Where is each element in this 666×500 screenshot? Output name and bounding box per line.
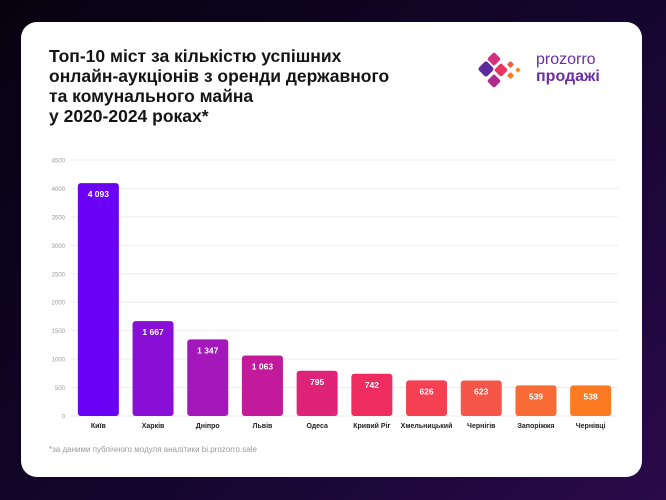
footnote: *за даними публічного модуля аналітики b… (49, 445, 257, 454)
title-line: у 2020-2024 роках* (49, 106, 209, 126)
x-tick-label: Дніпро (196, 422, 220, 430)
bar (296, 370, 338, 416)
data-label: 1 063 (252, 362, 274, 372)
title-line: та комунального майна (49, 86, 254, 106)
data-label: 539 (529, 391, 543, 401)
data-label: 1 347 (197, 345, 219, 355)
x-tick-label: Кривий Ріг (353, 422, 390, 430)
data-label: 1 667 (142, 327, 164, 337)
y-tick-label: 3500 (52, 215, 66, 221)
bar (406, 380, 448, 416)
bar (570, 385, 612, 416)
title-line: Топ-10 міст за кількістю успішних (49, 46, 342, 66)
chart-title: Топ-10 міст за кількістю успішних онлайн… (49, 46, 449, 126)
y-tick-label: 1500 (52, 329, 66, 335)
bar (351, 373, 393, 416)
data-label: 4 093 (88, 189, 110, 199)
bar (132, 321, 174, 416)
x-tick-label: Хмельницький (401, 422, 453, 430)
x-tick-label: Чернігів (467, 422, 496, 430)
y-tick-label: 3000 (52, 244, 66, 250)
y-tick-label: 4000 (52, 187, 66, 193)
y-tick-label: 2500 (52, 272, 66, 278)
y-tick-label: 500 (55, 386, 66, 392)
bar (515, 385, 557, 416)
data-label: 623 (474, 387, 488, 397)
chart-card: Топ-10 міст за кількістю успішних онлайн… (21, 22, 642, 477)
logo-wordmark-top: prozorro (536, 51, 596, 68)
prozorro-logo: prozorro продажі (476, 48, 626, 94)
x-tick-label: Львів (253, 422, 273, 430)
data-label: 742 (365, 380, 379, 390)
data-label: 538 (584, 391, 598, 401)
x-tick-label: Харків (142, 422, 165, 430)
bar (460, 380, 502, 416)
logo-wordmark-bottom: продажі (536, 68, 600, 85)
y-tick-label: 1000 (52, 358, 66, 364)
bar (77, 183, 119, 416)
x-tick-label: Запоріжжя (517, 422, 554, 430)
x-tick-label: Київ (91, 423, 107, 430)
data-label: 795 (310, 377, 324, 387)
x-tick-label: Чернівці (576, 422, 606, 430)
bar (187, 339, 229, 416)
prozorro-logo-icon (478, 52, 521, 88)
y-tick-label: 2000 (52, 301, 66, 307)
x-tick-label: Одеса (306, 423, 327, 430)
bar (241, 355, 283, 416)
title-line: онлайн-аукціонів з оренди державного (49, 66, 390, 86)
data-label: 626 (419, 386, 433, 396)
y-tick-label: 4500 (52, 159, 66, 165)
bar-chart: 0 500 1000 1500 2000 2500 3000 3500 4000 4500 4 09… (52, 159, 618, 430)
y-tick-label: 0 (62, 415, 66, 421)
